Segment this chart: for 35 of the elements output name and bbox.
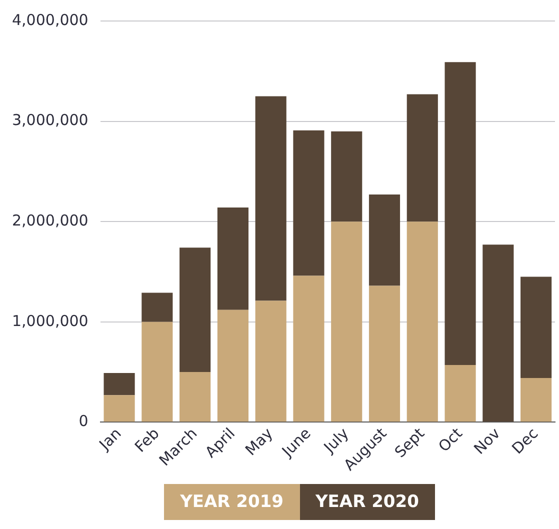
bar	[293, 276, 324, 422]
bar	[331, 222, 362, 422]
bar	[255, 300, 286, 422]
text: YEAR 2020	[300, 484, 435, 520]
bar	[368, 286, 400, 422]
y-tick-label: 1,000,000	[12, 312, 88, 330]
y-tick-label: 4,000,000	[12, 10, 88, 29]
x-tick-label: Feb	[131, 424, 163, 456]
bar	[255, 96, 286, 301]
bar	[142, 322, 173, 422]
bar	[331, 131, 362, 222]
bar	[180, 248, 211, 372]
bar	[217, 310, 248, 422]
bar	[217, 208, 248, 310]
bar	[482, 244, 514, 422]
bar	[104, 395, 135, 422]
x-tick-label: Jan	[95, 424, 125, 454]
x-tick-label: Nov	[470, 424, 504, 458]
bar	[520, 378, 552, 422]
bar	[293, 130, 324, 276]
bar	[520, 276, 552, 378]
bar	[444, 62, 476, 365]
y-tick-label: 2,000,000	[12, 211, 88, 230]
y-tick-label: 3,000,000	[12, 111, 88, 130]
x-tick-label: Oct	[434, 424, 466, 456]
text: YEAR 2019	[164, 484, 300, 520]
bar	[142, 292, 173, 322]
x-tick-label: Dec	[508, 424, 542, 458]
y-tick-label: 0	[78, 412, 88, 430]
bar	[406, 94, 438, 222]
bar	[406, 222, 438, 422]
bar	[180, 372, 211, 422]
bar	[368, 194, 400, 286]
bar	[104, 373, 135, 396]
bar	[444, 364, 476, 422]
